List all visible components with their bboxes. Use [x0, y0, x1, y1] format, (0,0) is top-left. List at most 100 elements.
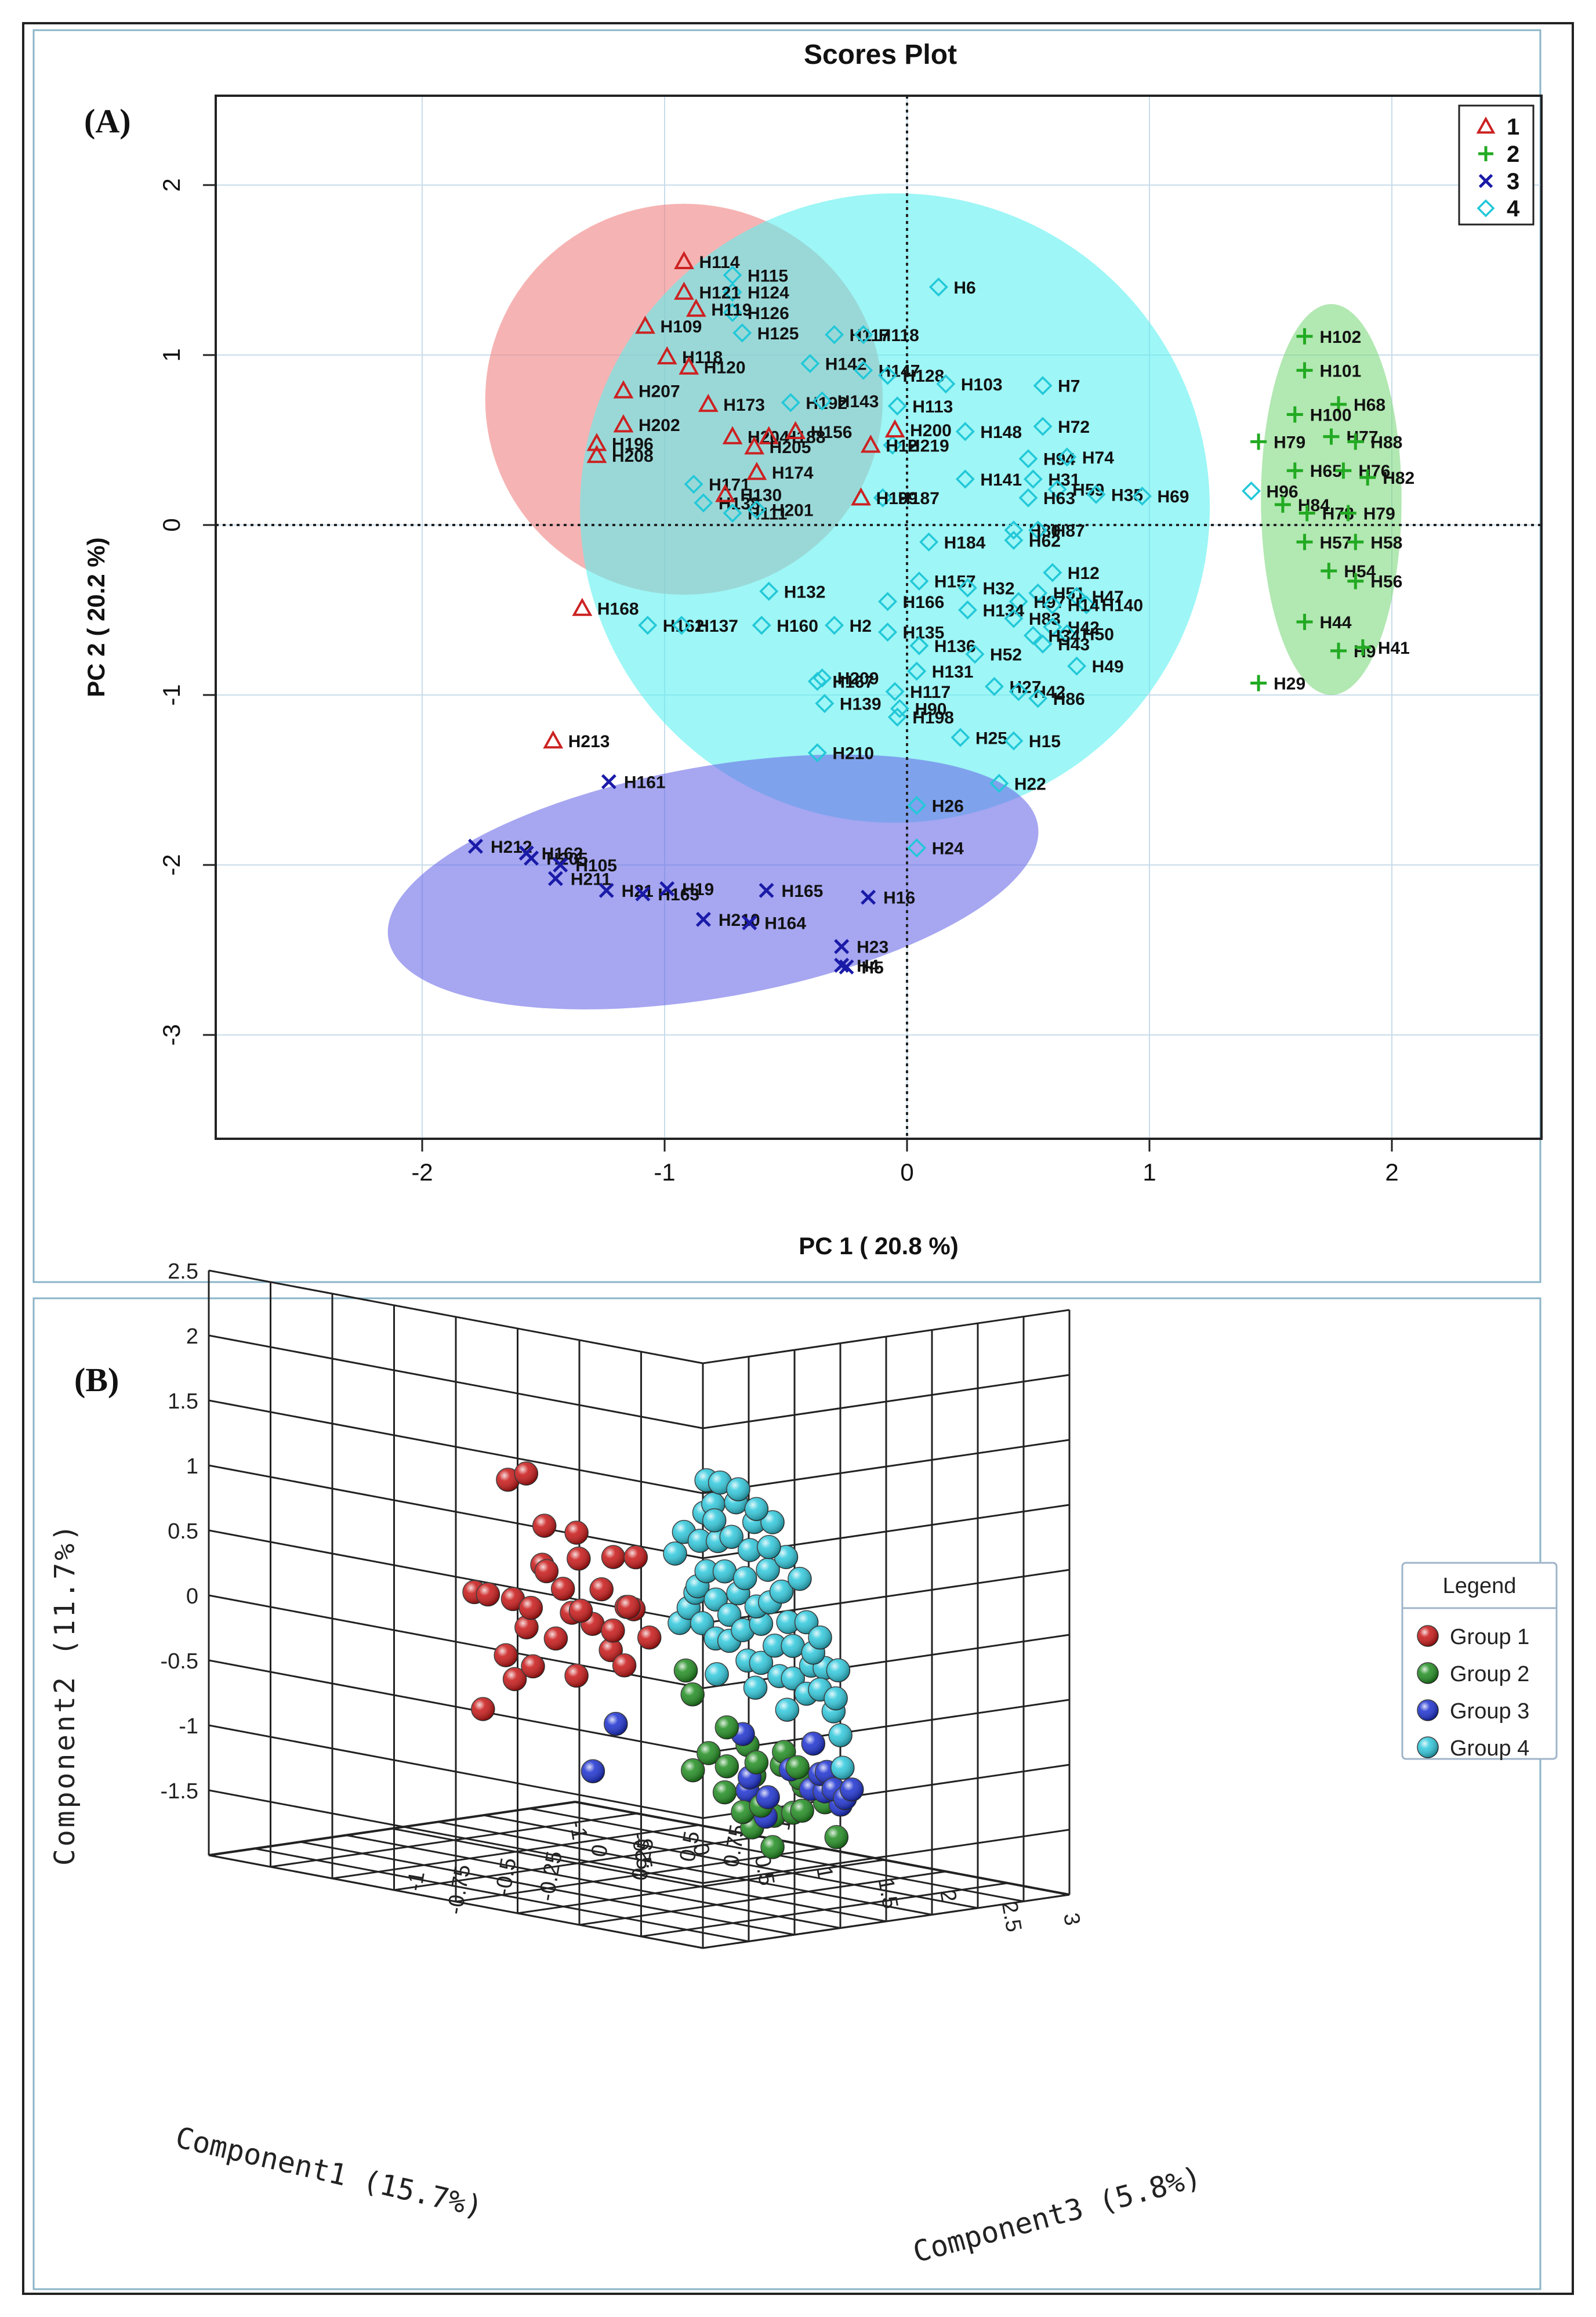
point-label: H77 [1347, 428, 1379, 447]
data-point-group3-H16: H16 [861, 889, 915, 908]
grid-line-3d [702, 1829, 1070, 1884]
marker-triangle [674, 251, 694, 270]
data-point-group4-H62: H62 [1004, 530, 1061, 551]
marker-diamond [759, 581, 779, 601]
point-label: H19 [682, 880, 714, 899]
sphere-group-1 [601, 1619, 625, 1643]
data-point-group4-H49: H49 [1067, 656, 1124, 676]
sphere-group-4 [828, 1723, 853, 1747]
y-tick-label: 2 [158, 178, 185, 191]
marker-triangle [698, 393, 719, 412]
data-point-group4-H209: H209 [812, 668, 879, 689]
sphere-shade [503, 1667, 527, 1691]
sphere-group-4 [705, 1662, 729, 1686]
marker-diamond [1043, 617, 1062, 637]
legend-label: 1 [1507, 114, 1519, 140]
legend-3d-box [1401, 1562, 1558, 1760]
grid-line-3d [208, 1269, 703, 1364]
data-point-group2-H9: H9 [1330, 642, 1376, 661]
data-point-group4-H126: H126 [723, 303, 789, 323]
marker-diamond [684, 475, 703, 494]
marker-diamond [1067, 656, 1087, 676]
sphere-shade [688, 1529, 712, 1552]
sphere-group-1 [637, 1625, 662, 1650]
legend-3d: Legend Group 1 Group 2 Group 3 Group 4 [1401, 1562, 1558, 1761]
sphere-group-4 [690, 1611, 714, 1635]
confidence-ellipse-group-3 [387, 754, 1039, 1009]
component2-tick-label: -1 [179, 1714, 198, 1739]
marker-plus [1359, 469, 1376, 486]
sphere-group-4 [694, 1559, 719, 1584]
data-point-group1-H208: H208 [586, 444, 654, 466]
marker-diamond [1004, 530, 1024, 550]
y-axis-label: PC 2 ( 20.2 %) [82, 537, 110, 697]
sphere-shade [801, 1732, 825, 1755]
marker-diamond [854, 325, 873, 345]
marker-plus [1250, 433, 1267, 450]
marker-diamond [907, 661, 927, 681]
component2-tick-label: 0.5 [168, 1519, 198, 1544]
marker-plus [1286, 406, 1303, 423]
sphere-group-4 [719, 1525, 744, 1549]
sphere-group-4 [756, 1558, 780, 1582]
point-label: H213 [568, 732, 610, 751]
marker-triangle [746, 462, 767, 480]
point-label: H201 [772, 501, 814, 520]
data-point-group4-H63: H63 [1018, 488, 1075, 508]
marker-cross [742, 915, 757, 931]
component2-tick-label: -1.5 [161, 1779, 198, 1804]
sphere-shade [713, 1559, 737, 1583]
sphere-shade [777, 1610, 800, 1634]
point-label: H114 [699, 253, 739, 272]
legend-3d-swatch-shade [1417, 1663, 1438, 1684]
point-label: H131 [932, 662, 974, 682]
sphere-group-1 [514, 1461, 539, 1486]
point-label: H100 [1310, 406, 1352, 425]
marker-plus [1274, 496, 1291, 513]
data-point-group2-H56: H56 [1347, 573, 1402, 592]
point-label: H165 [782, 882, 824, 901]
point-label: H41 [1378, 639, 1410, 658]
marker-diamond [928, 277, 948, 297]
point-label: H68 [1354, 396, 1385, 415]
sphere-group-1 [564, 1520, 589, 1545]
grid-line-3d [575, 1801, 1070, 1896]
point-label: H2 [850, 617, 872, 636]
legend-3d-swatch-shade [1417, 1625, 1438, 1646]
ellipses [387, 193, 1402, 1009]
data-point-group3-H162: H162 [518, 844, 583, 863]
point-label: H87 [1053, 522, 1085, 541]
data-point-group1-H196: H196 [586, 433, 654, 454]
sphere-shade [708, 1471, 732, 1494]
data-point-group1-H12: H12 [860, 435, 917, 455]
sphere-group-4 [726, 1477, 750, 1501]
point-label: H173 [723, 396, 765, 415]
sphere-group-4 [703, 1587, 728, 1612]
data-point-group4-H171: H171 [684, 475, 750, 495]
grid-line-3d [702, 1374, 1070, 1429]
component2-tick-label: 1 [186, 1454, 198, 1479]
marker-diamond [815, 694, 835, 714]
data-point-group4-H50: H50 [1057, 624, 1114, 645]
sphere-group-2 [681, 1758, 705, 1783]
point-label: H35 [1111, 486, 1143, 505]
sphere-shade [612, 1653, 636, 1677]
marker-triangle [656, 346, 677, 365]
legend-3d-swatch-shade [1417, 1700, 1438, 1721]
marker-diamond [887, 707, 907, 727]
sphere-shade [829, 1724, 853, 1747]
sphere-shade [704, 1588, 728, 1612]
sphere-shade [830, 1756, 854, 1780]
sphere-shade [790, 1799, 814, 1823]
data-point-group4-H90: H90 [890, 698, 947, 719]
marker-diamond [1033, 376, 1053, 396]
point-label: H156 [811, 423, 853, 442]
point-label: H79 [1363, 504, 1395, 523]
point-label: H72 [1058, 418, 1090, 437]
sphere-group-1 [514, 1615, 539, 1639]
sphere-shade [720, 1525, 743, 1549]
grid-line-3d [208, 1334, 703, 1429]
legend-3d-entry: Group 1 [1417, 1625, 1529, 1649]
grid-line-3d [702, 1439, 1070, 1494]
data-point-group4-H147: H147 [854, 360, 920, 381]
